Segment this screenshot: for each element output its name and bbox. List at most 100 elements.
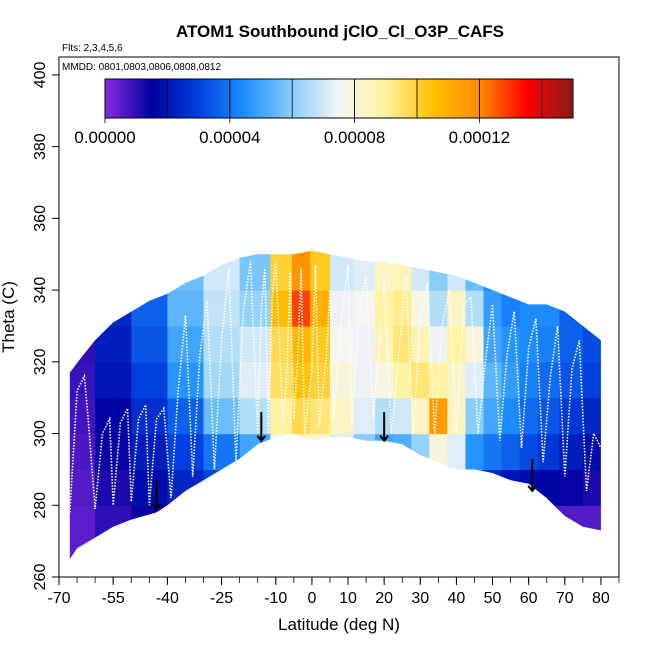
heatmap-cell: [411, 469, 430, 506]
heatmap-cell: [519, 433, 539, 471]
colorbar-tick-label: 0.00004: [199, 128, 260, 147]
heatmap-cell: [375, 290, 394, 327]
descent-arrow-head: [151, 503, 162, 511]
y-tick-label: 340: [32, 277, 49, 304]
x-tick-label: 60: [520, 590, 538, 607]
heatmap-cell: [167, 361, 205, 399]
x-tick-label: -55: [102, 590, 125, 607]
heatmap-cell: [69, 469, 96, 506]
heatmap-cell: [167, 250, 205, 291]
heatmap-cell: [519, 250, 539, 291]
heatmap-cell: [559, 290, 584, 327]
heatmap-cell: [310, 397, 331, 435]
heatmap-cell: [465, 250, 485, 291]
heatmap-cell: [559, 361, 584, 399]
descent-arrow-head: [379, 435, 389, 443]
heatmap-cell: [429, 326, 448, 363]
heatmap-cell: [559, 250, 584, 291]
heatmap-cell: [537, 250, 560, 291]
heatmap-cell: [501, 326, 521, 363]
heatmap-cell: [447, 290, 467, 327]
heatmap-cell: [69, 290, 96, 327]
heatmap-cell: [270, 433, 293, 471]
heatmap-cell: [131, 361, 168, 399]
data-layer: [69, 250, 601, 560]
heatmap-cell: [447, 250, 467, 291]
heatmap-cell: [582, 290, 601, 327]
chart-title: ATOM1 Southbound jClO_Cl_O3P_CAFS: [176, 22, 504, 41]
heatmap-cell: [310, 433, 331, 471]
flight-track-layer: [69, 261, 601, 513]
heatmap-cell: [69, 361, 96, 399]
heatmap-cell: [429, 433, 448, 471]
heatmap-cell: [95, 469, 132, 506]
heatmap-cell: [501, 361, 521, 399]
heatmap-cell: [465, 397, 485, 435]
heatmap-cell: [582, 397, 601, 435]
heatmap-cell: [203, 397, 241, 435]
heatmap-cell: [353, 433, 376, 471]
colorbar-tick-label: 0.00012: [449, 128, 510, 147]
heatmap-cell: [69, 326, 96, 363]
descent-arrow: [527, 458, 538, 493]
heatmap-cell: [501, 397, 521, 435]
y-axis: 260 280 300 320 340 360 380 400: [32, 61, 59, 590]
y-tick-label: 380: [32, 133, 49, 160]
heatmap-cell: [239, 433, 271, 471]
x-tick-label: 0: [307, 590, 316, 607]
heatmap-cell: [537, 361, 560, 399]
heatmap-cell: [203, 361, 241, 399]
heatmap-cell: [393, 397, 412, 435]
heatmap-cell: [310, 290, 331, 327]
heatmap-cell: [559, 469, 584, 506]
heatmap-cell: [310, 326, 331, 363]
heatmap-cell: [501, 469, 521, 506]
heatmap-cell: [465, 433, 485, 471]
x-tick-label: 70: [556, 590, 574, 607]
heatmap-cell: [447, 326, 467, 363]
heatmap-cell: [270, 250, 293, 291]
y-tick-label: 320: [32, 348, 49, 375]
heatmap-cell: [411, 290, 430, 327]
heatmap-cell: [239, 397, 271, 435]
heatmap-cell: [465, 469, 485, 506]
heatmap-cell: [95, 433, 132, 471]
heatmap-cell: [131, 469, 168, 506]
heatmap-cells: [69, 250, 601, 560]
x-tick-label: 50: [484, 590, 502, 607]
descent-arrow: [151, 480, 162, 511]
heatmap-cell: [353, 250, 376, 291]
heatmap-cell: [270, 361, 293, 399]
heatmap-cell: [483, 361, 503, 399]
heatmap-cell: [292, 361, 311, 399]
y-tick-label: 360: [32, 205, 49, 232]
descent-arrow: [379, 412, 389, 443]
heatmap-cell: [393, 290, 412, 327]
heatmap-cell: [537, 326, 560, 363]
heatmap-cell: [292, 433, 311, 471]
heatmap-cell: [393, 433, 412, 471]
heatmap-cell: [411, 397, 430, 435]
heatmap-cell: [330, 433, 355, 471]
x-tick-label: 20: [375, 590, 393, 607]
heatmap-cell: [501, 505, 521, 560]
colorbar-tick-label: 0.00000: [74, 128, 135, 147]
heatmap-cell: [411, 326, 430, 363]
heatmap-cell: [375, 326, 394, 363]
heatmap-cell: [375, 250, 394, 291]
heatmap-cell: [292, 326, 311, 363]
heatmap-cell: [270, 290, 293, 327]
heatmap-cell: [537, 433, 560, 471]
heatmap-cell: [131, 290, 168, 327]
descent-arrow-head: [527, 485, 538, 493]
heatmap-cell: [393, 250, 412, 291]
heatmap-cell: [239, 250, 271, 291]
x-axis-label: Latitude (deg N): [278, 615, 400, 634]
heatmap-cell: [95, 361, 132, 399]
heatmap-cell: [582, 361, 601, 399]
heatmap-cell: [483, 433, 503, 471]
heatmap-cell: [582, 250, 601, 291]
heatmap-cell: [411, 250, 430, 291]
heatmap-cell: [411, 361, 430, 399]
